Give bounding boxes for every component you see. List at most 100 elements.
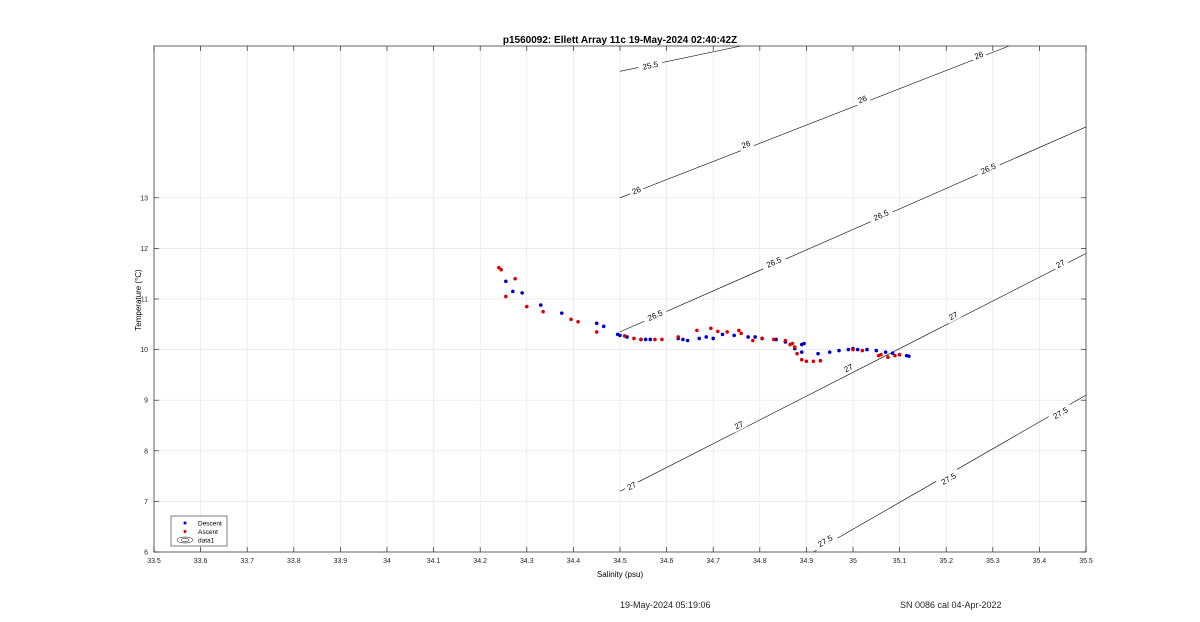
contour-label-bg bbox=[853, 91, 871, 107]
ascent-point bbox=[541, 309, 545, 314]
x-tick-label: 33.6 bbox=[194, 558, 208, 565]
ascent-point bbox=[804, 359, 809, 364]
ascent-point bbox=[818, 358, 823, 363]
contour-label-bg bbox=[867, 205, 894, 225]
ascent-point bbox=[499, 267, 503, 272]
legend-marker-ascent bbox=[183, 530, 187, 533]
x-tick-label: 34.3 bbox=[520, 558, 534, 565]
contour-label-bg bbox=[737, 136, 755, 152]
ascent-point bbox=[576, 319, 580, 324]
descent-point bbox=[799, 350, 804, 354]
x-tick-label: 34.1 bbox=[427, 558, 441, 565]
y-tick-label: 7 bbox=[144, 499, 148, 506]
x-tick-label: 35.5 bbox=[1079, 558, 1093, 565]
contour-label: 27 bbox=[1055, 258, 1068, 270]
ascent-point bbox=[811, 359, 816, 364]
legend-label: Ascent bbox=[198, 529, 218, 536]
descent-point bbox=[538, 303, 543, 307]
ascent-point bbox=[497, 265, 501, 270]
chart-title: p1560092: Ellett Array 11c 19-May-2024 0… bbox=[503, 35, 737, 46]
contour-line bbox=[619, 45, 1010, 199]
x-tick-label: 34.9 bbox=[800, 558, 814, 565]
legend-contour-icon bbox=[176, 536, 194, 544]
contour-label: 25.5 bbox=[642, 60, 660, 72]
descent-point bbox=[704, 335, 709, 339]
contour-label-bg bbox=[623, 478, 641, 494]
ascent-point bbox=[709, 326, 713, 331]
descent-point bbox=[504, 279, 508, 284]
x-tick-label: 34.5 bbox=[613, 558, 627, 565]
ascent-point bbox=[799, 357, 804, 362]
x-tick-label: 33.7 bbox=[240, 558, 254, 565]
contour-label-bg bbox=[944, 308, 962, 324]
contour-label-bg bbox=[637, 57, 664, 73]
x-tick-label: 34.4 bbox=[567, 558, 581, 565]
x-tick-label: 34.8 bbox=[753, 558, 767, 565]
ascent-point bbox=[660, 337, 664, 342]
contour-line bbox=[619, 253, 1087, 492]
contour-label: 26 bbox=[973, 50, 985, 62]
descent-point bbox=[883, 350, 888, 354]
descent-point bbox=[681, 337, 685, 342]
ascent-point bbox=[897, 352, 902, 357]
contour-label: 27 bbox=[733, 419, 746, 431]
y-tick-label: 12 bbox=[140, 246, 148, 253]
descent-point bbox=[890, 351, 895, 355]
descent-point bbox=[520, 291, 524, 295]
ascent-point bbox=[879, 352, 883, 357]
contour-label-bg bbox=[627, 183, 645, 198]
axes: 33.5 33.6 33.7 33.8 33.9 34 34.1 34.2 34.3 34.4 34… bbox=[140, 46, 1093, 565]
x-tick-label: 34 bbox=[383, 558, 391, 565]
x-tick-label: 35.4 bbox=[1033, 558, 1047, 565]
y-tick-label: 13 bbox=[140, 195, 148, 202]
descent-point bbox=[685, 338, 690, 343]
legend-box bbox=[170, 515, 228, 547]
x-tick-label: 35 bbox=[849, 558, 857, 565]
ascent-point bbox=[795, 351, 799, 356]
density-contours: 25.52626262626.526.526.526.5272727272727… bbox=[619, 45, 1087, 553]
ascent-point bbox=[716, 329, 720, 334]
descent-point bbox=[753, 335, 757, 339]
data-points bbox=[497, 265, 911, 364]
descent-point bbox=[874, 348, 879, 353]
ascent-point bbox=[504, 294, 508, 299]
descent-point bbox=[746, 335, 750, 339]
ascent-point bbox=[594, 330, 599, 334]
y-tick-label: 6 bbox=[144, 550, 148, 557]
contour-label-bg bbox=[760, 252, 787, 272]
descent-point bbox=[816, 351, 820, 356]
contour-label: 26 bbox=[631, 185, 643, 197]
descent-point bbox=[594, 321, 599, 326]
x-tick-label: 33.9 bbox=[334, 558, 348, 565]
descent-point bbox=[648, 337, 653, 342]
x-tick-label: 33.8 bbox=[287, 558, 301, 565]
x-axis-label: Salinity (psu) bbox=[597, 570, 644, 579]
x-tick-label: 33.5 bbox=[147, 558, 161, 565]
ascent-point bbox=[737, 328, 741, 333]
ascent-point bbox=[886, 355, 890, 359]
contour-label-bg bbox=[935, 468, 962, 489]
legend-contour-icon-inner bbox=[180, 538, 190, 542]
legend-label: data1 bbox=[198, 538, 215, 545]
ascent-point bbox=[792, 345, 797, 349]
contour-label-bg bbox=[1047, 402, 1074, 424]
ascent-point bbox=[525, 304, 529, 309]
descent-point bbox=[511, 289, 515, 294]
contour-label-bg bbox=[975, 159, 1002, 178]
descent-point bbox=[559, 311, 564, 315]
ascent-point bbox=[676, 335, 681, 339]
descent-point bbox=[827, 350, 832, 354]
contour-line bbox=[619, 126, 1087, 333]
contour-label: 26 bbox=[857, 94, 869, 106]
x-tick-label: 35.2 bbox=[939, 558, 953, 565]
footer-calibration: SN 0086 cal 04-Apr-2022 bbox=[900, 600, 1002, 610]
ascent-point bbox=[695, 328, 699, 333]
ascent-point bbox=[760, 336, 764, 341]
x-tick-label: 34.7 bbox=[706, 558, 720, 565]
descent-point bbox=[846, 347, 851, 352]
contour-label: 26 bbox=[740, 139, 752, 151]
y-tick-label: 9 bbox=[144, 398, 148, 405]
descent-point bbox=[865, 347, 869, 352]
ascent-point bbox=[790, 341, 795, 346]
